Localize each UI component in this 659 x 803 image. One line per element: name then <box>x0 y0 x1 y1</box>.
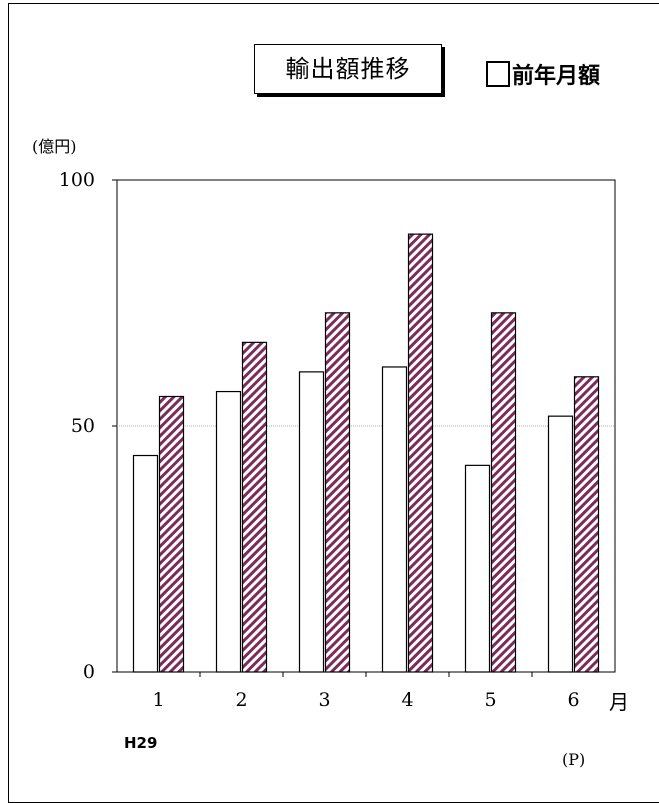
preliminary-note: (P) <box>562 750 586 769</box>
bar-prev-year <box>381 366 408 673</box>
legend: 前年月額 <box>486 58 600 90</box>
bar-current-year <box>158 395 185 673</box>
bar-prev-year <box>547 415 574 673</box>
bar-prev-year <box>132 454 159 673</box>
bar-prev-year <box>215 390 242 673</box>
y-tick-label: 0 <box>83 661 95 683</box>
bar-current-year <box>573 376 600 673</box>
legend-label-prev-year: 前年月額 <box>512 64 601 89</box>
bar-prev-year <box>464 464 491 673</box>
x-tick-label: 3 <box>318 689 330 711</box>
x-tick-label: 1 <box>152 689 164 711</box>
year-label: H29 <box>124 734 158 752</box>
x-tick-label: 4 <box>401 689 413 711</box>
bar-current-year <box>324 312 351 673</box>
chart-title: 輸出額推移 <box>254 44 442 94</box>
y-tick-label: 100 <box>59 169 95 191</box>
x-tick-label: 6 <box>567 689 579 711</box>
bar-current-year <box>241 341 268 673</box>
bar-current-year <box>407 233 434 673</box>
y-axis-unit: (億円) <box>32 137 77 156</box>
x-axis-unit: 月 <box>609 690 629 714</box>
x-tick-label: 5 <box>484 689 496 711</box>
bar-prev-year <box>298 371 325 673</box>
x-tick-label: 2 <box>235 689 247 711</box>
y-tick-label: 50 <box>71 415 95 437</box>
legend-swatch-prev-year <box>486 61 510 87</box>
bar-current-year <box>490 312 517 673</box>
